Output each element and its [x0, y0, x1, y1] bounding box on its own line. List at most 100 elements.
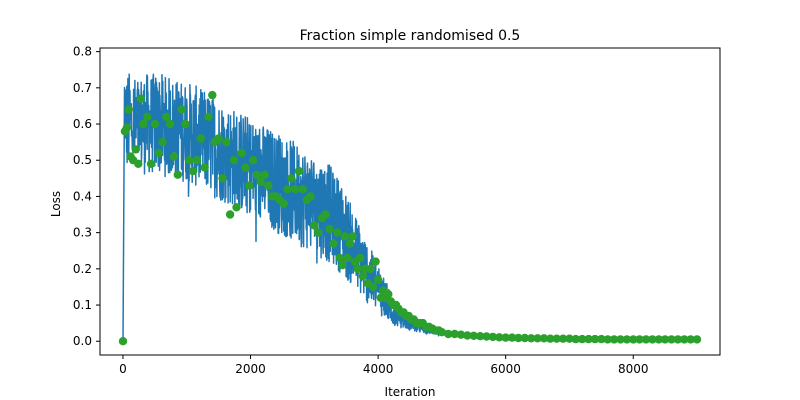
eval-point [340, 232, 350, 241]
eval-point [218, 174, 227, 183]
eval-point [366, 264, 375, 273]
eval-point [635, 335, 644, 344]
eval-point [345, 239, 355, 248]
eval-point [673, 335, 683, 344]
eval-point [558, 334, 568, 343]
eval-point [252, 170, 262, 179]
eval-point [384, 290, 393, 299]
y-tick-label: 0.2 [73, 262, 92, 276]
eval-point [185, 156, 194, 165]
eval-point [507, 333, 517, 342]
eval-point [501, 333, 510, 342]
axes-frame [99, 47, 721, 356]
eval-point [692, 335, 702, 344]
chart-title: Fraction simple randomised 0.5 [300, 28, 521, 44]
y-tick-label: 0.6 [73, 117, 92, 131]
eval-point [552, 334, 561, 343]
eval-point [571, 334, 580, 344]
eval-point [310, 221, 319, 230]
eval-point [131, 145, 140, 154]
eval-point [371, 257, 380, 266]
eval-point [134, 159, 143, 168]
eval-point [343, 253, 352, 263]
eval-point [373, 275, 383, 284]
eval-point [256, 177, 265, 187]
eval-point [294, 166, 304, 176]
eval-point [335, 253, 344, 263]
eval-point [245, 181, 254, 190]
eval-point [248, 156, 258, 165]
eval-point [237, 148, 246, 158]
x-tick-label: 0 [119, 362, 127, 376]
eval-point [482, 332, 491, 341]
eval-point [283, 185, 292, 194]
eval-point [622, 335, 632, 344]
x-axis-label: Iteration [385, 385, 436, 399]
y-tick-label: 0.3 [73, 226, 92, 240]
eval-point [264, 181, 273, 190]
eval-point [333, 228, 342, 237]
x-tick-label: 4000 [363, 362, 394, 376]
x-tick-label: 2000 [235, 362, 266, 376]
eval-point [232, 203, 241, 212]
eval-point [520, 333, 529, 343]
eval-point [196, 134, 205, 143]
eval-point [590, 334, 600, 344]
y-tick-label: 0.4 [73, 189, 92, 203]
eval-point [229, 156, 239, 165]
eval-point [146, 159, 156, 168]
eval-point [616, 335, 625, 344]
eval-point [469, 331, 478, 340]
eval-point [325, 224, 334, 234]
eval-point [680, 335, 689, 344]
eval-point [181, 119, 190, 129]
eval-point [584, 334, 593, 344]
eval-point [463, 331, 472, 340]
eval-point [208, 90, 217, 100]
eval-point [667, 335, 676, 344]
eval-point [166, 119, 175, 129]
eval-point [609, 335, 619, 344]
eval-point [162, 112, 171, 122]
x-tick-label: 6000 [490, 362, 521, 376]
eval-point [578, 334, 587, 344]
eval-point [476, 332, 485, 341]
eval-point [154, 148, 163, 158]
eval-point [279, 199, 288, 208]
eval-point [158, 137, 167, 147]
eval-point [204, 112, 213, 122]
eval-point [291, 185, 300, 194]
y-axis: 0.0 0.1 0.2 0.3 0.4 0.5 0.6 0.7 0.8 [73, 45, 100, 348]
eval-point [122, 123, 131, 132]
eval-point [488, 332, 498, 342]
eval-point [353, 264, 362, 273]
eval-point [169, 152, 179, 161]
eval-point [321, 210, 330, 219]
eval-point [597, 334, 606, 344]
eval-point [495, 333, 504, 342]
eval-point [150, 119, 160, 129]
eval-point [225, 210, 235, 219]
eval-point [368, 282, 378, 292]
eval-point [260, 170, 269, 179]
y-tick-label: 0.8 [73, 45, 92, 59]
eval-point [629, 335, 638, 344]
eval-point [136, 94, 145, 103]
eval-point [660, 335, 670, 344]
y-tick-label: 0.1 [73, 298, 92, 312]
eval-point [200, 163, 209, 172]
eval-point [306, 192, 315, 201]
y-tick-label: 0.7 [73, 81, 92, 95]
eval-point [437, 328, 447, 337]
y-tick-label: 0.0 [73, 334, 92, 348]
eval-point [456, 330, 466, 339]
eval-point [348, 232, 357, 241]
eval-point [177, 105, 186, 114]
eval-point [539, 334, 549, 343]
eval-point [565, 334, 574, 343]
eval-point [214, 134, 223, 143]
eval-point [654, 335, 663, 344]
eval-point [329, 239, 338, 248]
x-axis: 0 2000 4000 6000 8000 [119, 355, 649, 376]
